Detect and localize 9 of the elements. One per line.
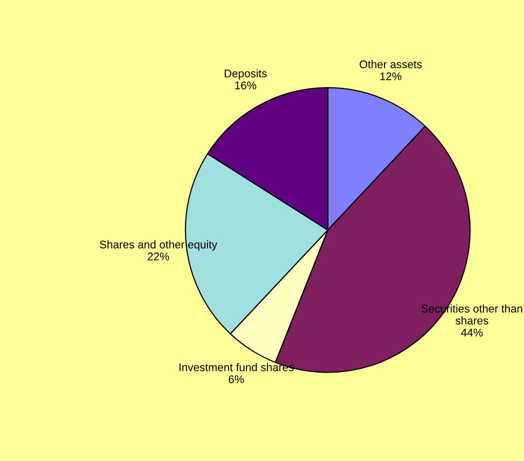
data-label: 16% [235, 81, 256, 90]
slice-label: Other assets [360, 60, 422, 68]
data-label: 12% [380, 72, 402, 80]
slice-label: Shares and other equity [100, 240, 218, 251]
data-label: 22% [148, 252, 170, 260]
slice-label: Investment fund shares [180, 363, 294, 372]
data-label: 6% [228, 375, 244, 384]
data-label: 44% [461, 328, 483, 336]
slice-label: Deposits [224, 69, 267, 80]
